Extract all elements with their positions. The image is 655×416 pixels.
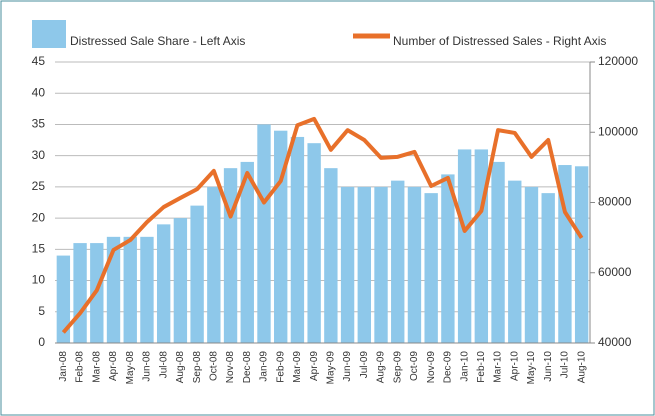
bar (524, 186, 539, 343)
bar (357, 186, 371, 343)
x-tick-label: Jul-09 (359, 351, 370, 379)
bar (424, 193, 438, 343)
bar (73, 243, 87, 343)
bar (223, 168, 238, 343)
x-tick-label: Jun-08 (142, 351, 153, 382)
x-tick-label: Apr-08 (108, 351, 119, 381)
bar (491, 161, 505, 343)
x-tick-label: Feb-09 (275, 351, 286, 383)
x-tick-label: Mar-08 (91, 351, 102, 383)
bar (457, 149, 472, 343)
bar (307, 143, 321, 343)
bar (56, 255, 71, 343)
bar (391, 180, 405, 343)
x-tick-label: May-10 (526, 351, 537, 385)
bar (173, 218, 188, 343)
x-tick-label: Apr-09 (309, 351, 320, 381)
x-tick-label: Oct-08 (208, 351, 219, 381)
x-tick-label: May-08 (125, 351, 136, 385)
x-tick-label: Jan-08 (58, 351, 69, 382)
bar (106, 236, 121, 343)
legend-label: Distressed Sale Share - Left Axis (70, 34, 245, 48)
bar (340, 186, 355, 343)
y-tick-label: 15 (32, 242, 46, 256)
bar (374, 186, 388, 343)
line (61, 116, 584, 334)
x-tick-label: Jan-10 (459, 351, 470, 382)
bar (574, 166, 589, 343)
y-tick-label: 0 (38, 335, 45, 349)
legend-swatch (32, 20, 66, 48)
x-tick-label: Oct-09 (409, 351, 420, 381)
bar (558, 165, 572, 343)
bar (508, 180, 522, 343)
bar (257, 124, 271, 343)
y-tick-label: 5 (38, 304, 45, 318)
bar (207, 186, 221, 343)
y-tick-label: 45 (32, 54, 46, 68)
x-tick-label: Aug-08 (175, 351, 186, 384)
x-tick-label: Mar-10 (493, 351, 504, 383)
bar (407, 186, 422, 343)
x-tick-label: Feb-08 (75, 351, 86, 383)
y-tick-label: 30 (32, 148, 46, 162)
x-tick-label: Jun-09 (342, 351, 353, 382)
x-tick-label: Jul-08 (158, 351, 169, 379)
y2-tick-label: 120000 (598, 54, 638, 68)
y-tick-label: 40 (32, 85, 46, 99)
bar (140, 236, 154, 343)
x-tick-label: Jun-10 (543, 351, 554, 382)
legend-label: Number of Distressed Sales - Right Axis (393, 34, 606, 48)
bar (541, 193, 555, 343)
x-tick-label: Dec-09 (443, 351, 454, 384)
x-tick-label: Nov-08 (225, 351, 236, 384)
x-tick-label: Sep-08 (192, 351, 203, 384)
bar (123, 236, 137, 343)
y2-tick-label: 80000 (598, 195, 632, 209)
x-tick-label: Jul-10 (560, 351, 571, 379)
x-tick-label: Sep-09 (392, 351, 403, 384)
x-tick-label: Mar-09 (292, 351, 303, 383)
bar (190, 205, 204, 343)
x-tick-label: Aug-09 (376, 351, 387, 384)
y2-tick-label: 40000 (598, 335, 632, 349)
bar (290, 136, 305, 343)
x-tick-label: Apr-10 (509, 351, 520, 381)
bar (324, 168, 338, 343)
y-tick-label: 10 (32, 273, 46, 287)
x-tick-label: Nov-09 (426, 351, 437, 384)
bar (240, 161, 254, 343)
y2-tick-label: 60000 (598, 265, 632, 279)
x-tick-label: May-09 (326, 351, 337, 385)
x-tick-label: Feb-10 (476, 351, 487, 383)
bar (441, 174, 455, 343)
y-tick-label: 25 (32, 179, 46, 193)
y2-tick-label: 100000 (598, 124, 638, 138)
x-tick-label: Dec-08 (242, 351, 253, 384)
y-tick-label: 35 (32, 117, 46, 131)
x-tick-label: Jan-09 (259, 351, 270, 382)
bar (156, 224, 171, 343)
y-tick-label: 20 (32, 210, 46, 224)
x-tick-label: Aug-10 (576, 351, 587, 384)
